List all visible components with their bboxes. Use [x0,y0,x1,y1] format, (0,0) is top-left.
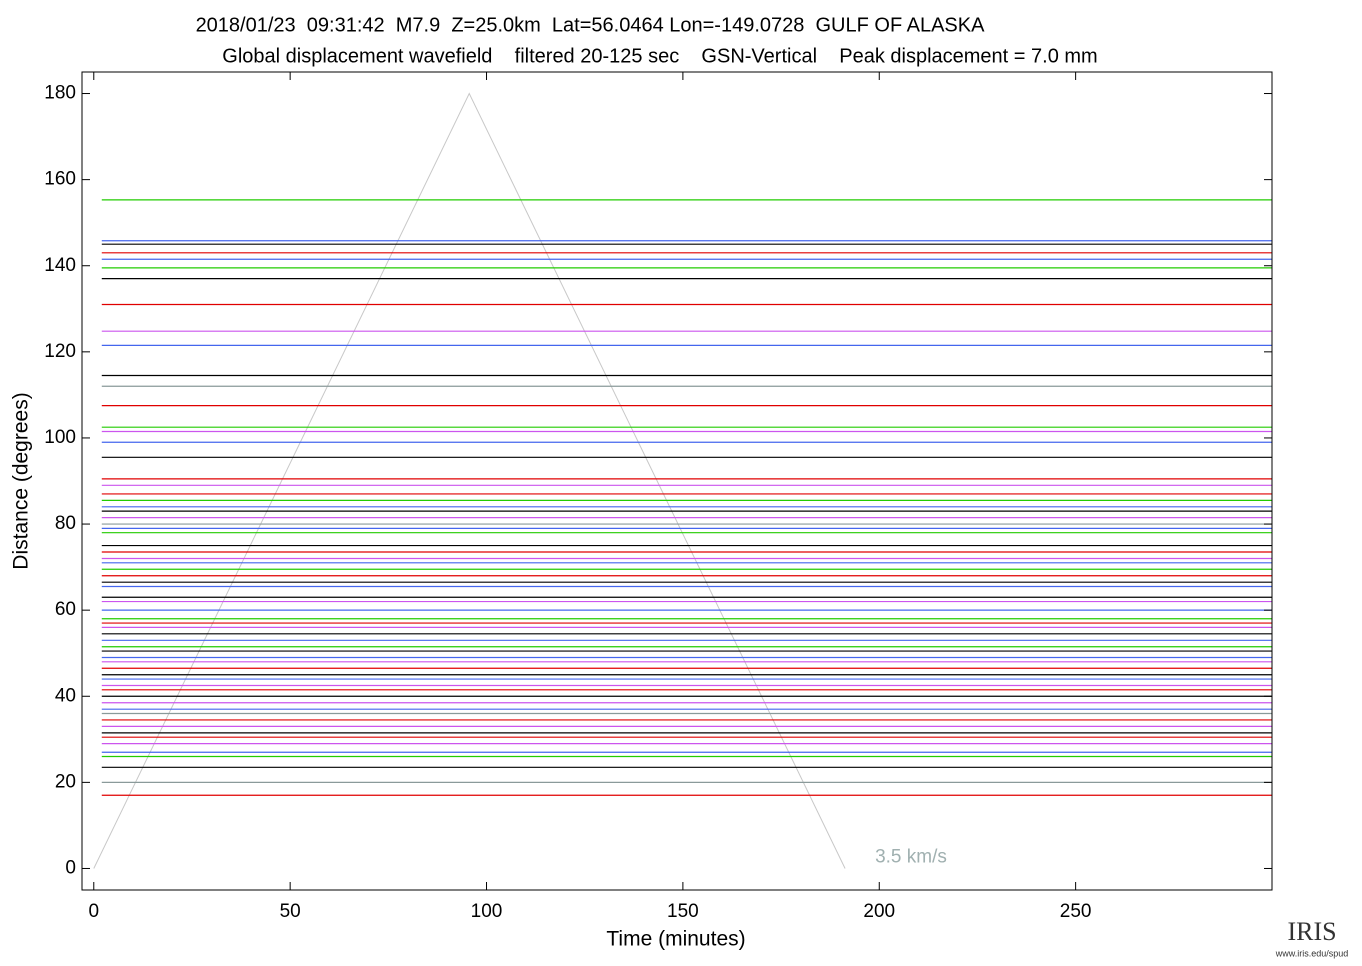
y-tick-label: 80 [55,513,76,534]
logo-url: www.iris.edu/spud [1275,948,1349,958]
y-tick-label: 140 [44,255,76,276]
x-tick-label: 0 [88,901,99,922]
y-tick-label: 160 [44,169,76,190]
x-axis-label: Time (minutes) [606,928,745,951]
y-tick-label: 120 [44,341,76,362]
y-tick-label: 20 [55,771,76,792]
y-tick-label: 40 [55,685,76,706]
y-tick-label: 100 [44,427,76,448]
x-tick-label: 100 [471,901,503,922]
y-tick-label: 180 [44,83,76,104]
x-tick-label: 150 [667,901,699,922]
reference-label: 3.5 km/s [875,846,947,867]
chart-title: 2018/01/23 09:31:42 M7.9 Z=25.0km Lat=56… [196,14,986,36]
x-tick-label: 200 [863,901,895,922]
plot-frame [81,71,1273,891]
x-tick-label: 250 [1060,901,1092,922]
y-tick-label: 60 [55,599,76,620]
logo: IRIS [1287,917,1336,946]
chart-subtitle: Global displacement wavefield filtered 2… [222,45,1097,67]
x-tick-label: 50 [280,901,301,922]
y-tick-label: 0 [65,857,76,878]
y-axis-label: Distance (degrees) [10,392,33,569]
